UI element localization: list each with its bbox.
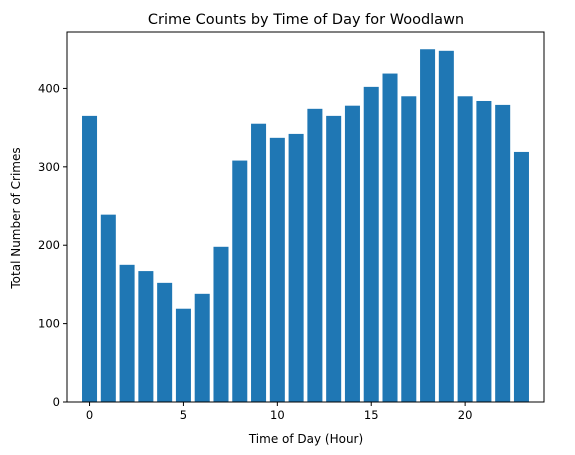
bar-hour-12 [307,108,323,402]
labels-layer: Time of Day (Hour) Total Number of Crime… [9,147,363,446]
bar-hour-4 [157,282,173,402]
x-axis-label: Time of Day (Hour) [248,432,363,446]
y-tick-label: 200 [38,238,60,252]
x-tick-label: 20 [458,408,473,422]
plot-frame [66,31,545,403]
bar-hour-0 [82,115,98,402]
bar-hour-10 [269,137,285,402]
bar-hour-11 [288,133,304,402]
bar-hour-2 [119,264,135,402]
bar-hour-6 [194,293,210,402]
bar-hour-3 [138,271,154,402]
axes-layer [66,31,545,403]
x-tick-label: 5 [180,408,187,422]
bar-hour-17 [401,96,417,402]
bar-hour-8 [232,160,248,402]
bar-hour-22 [495,104,511,403]
y-tick-label: 300 [38,160,60,174]
bar-hour-16 [382,73,398,403]
y-tick-label: 400 [38,81,60,95]
x-tick-label: 0 [86,408,93,422]
bar-hour-14 [344,105,360,402]
bar-hour-7 [213,246,229,402]
bars-layer [82,49,529,403]
bar-hour-21 [476,100,492,402]
bar-hour-9 [251,123,267,402]
bar-hour-19 [438,50,454,403]
title-layer: Crime Counts by Time of Day for Woodlawn [148,12,464,28]
bar-hour-18 [420,49,436,402]
y-axis-label: Total Number of Crimes [9,147,23,289]
bar-hour-13 [326,115,342,402]
bar-hour-23 [513,151,529,402]
chart-title: Crime Counts by Time of Day for Woodlawn [148,12,464,28]
bar-hour-20 [457,96,473,402]
x-tick-label: 15 [364,408,379,422]
y-tick-label: 100 [38,317,60,331]
y-tick-label: 0 [53,395,60,409]
bar-hour-5 [175,308,191,402]
bar-hour-15 [363,86,379,403]
x-tick-label: 10 [270,408,285,422]
bar-hour-1 [100,214,116,402]
